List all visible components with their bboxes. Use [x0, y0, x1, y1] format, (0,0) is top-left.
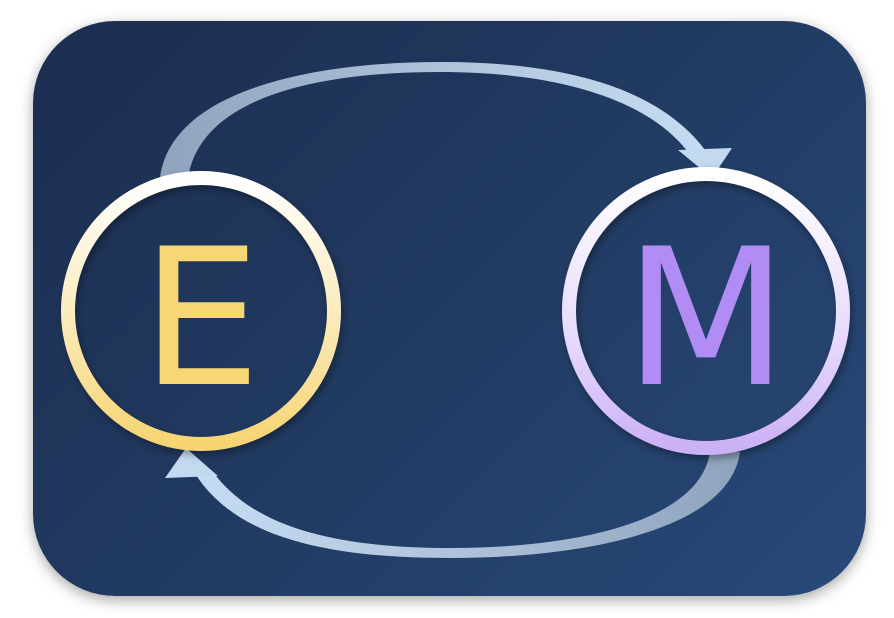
- node-e-label: E: [141, 208, 261, 429]
- node-m-label: M: [624, 208, 788, 429]
- node-e: [61, 171, 341, 451]
- arrow-shaft-m-to-e: [196, 452, 740, 558]
- node-m: [562, 167, 850, 455]
- node-m-ring: [562, 167, 850, 455]
- arrow-shaft-e-to-m: [160, 62, 705, 178]
- node-e-ring: [61, 171, 341, 451]
- edge-m-to-e: [165, 448, 740, 558]
- edge-e-to-m: [160, 62, 732, 178]
- diagram-background-panel: [33, 21, 866, 596]
- arrow-head-e-to-m: [678, 148, 732, 178]
- arrow-head-m-to-e: [165, 448, 218, 478]
